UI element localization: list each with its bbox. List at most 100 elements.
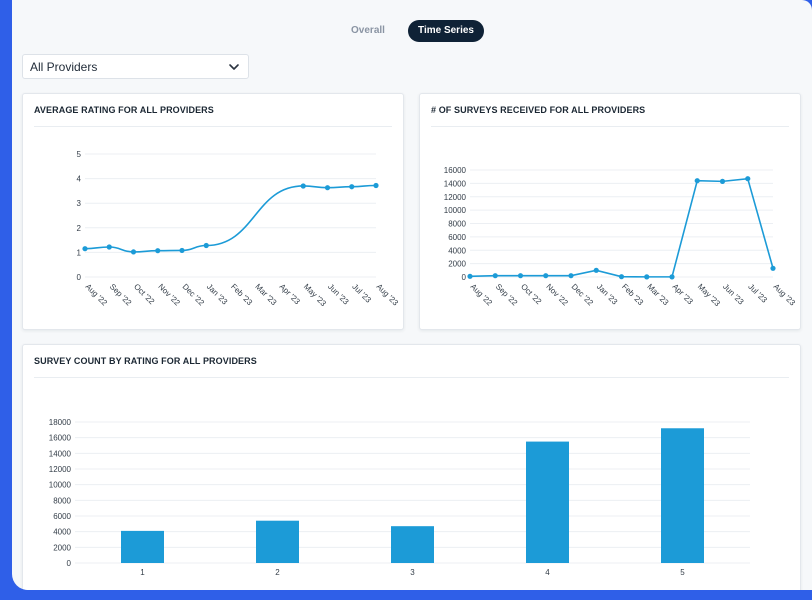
x-tick-label: Jun '23: [326, 282, 351, 307]
y-tick-label: 0: [77, 273, 82, 282]
data-point: [618, 274, 625, 280]
y-tick-label: 0: [462, 273, 467, 282]
y-tick-label: 1: [77, 248, 82, 257]
tab-overall[interactable]: Overall: [351, 25, 385, 36]
data-point: [467, 273, 473, 279]
y-tick-label: 18000: [49, 418, 72, 427]
data-point: [106, 244, 112, 250]
x-tick-label: Mar '23: [253, 282, 278, 307]
x-tick-label: Dec '22: [181, 282, 207, 308]
data-point: [593, 267, 599, 273]
chevron-down-icon: [229, 64, 239, 70]
y-tick-label: 4000: [53, 528, 71, 537]
x-tick-label: Jul '23: [746, 282, 769, 305]
y-tick-label: 0: [67, 559, 72, 568]
tab-time-series[interactable]: Time Series: [408, 20, 484, 42]
data-point: [694, 178, 700, 184]
card-title: SURVEY COUNT BY RATING FOR ALL PROVIDERS: [34, 356, 257, 366]
y-tick-label: 2000: [53, 543, 71, 552]
bar: [121, 530, 164, 563]
data-point: [155, 248, 161, 254]
provider-select-value: All Providers: [30, 60, 98, 74]
x-tick-label: Jan '23: [205, 282, 230, 307]
y-tick-label: 6000: [53, 512, 71, 521]
x-tick-label: Aug '23: [772, 282, 798, 308]
x-tick-label: Dec '22: [570, 282, 596, 308]
x-tick-label: Nov '22: [544, 282, 570, 308]
bar: [661, 428, 704, 563]
series-line: [469, 177, 774, 278]
y-tick-label: 8000: [53, 496, 71, 505]
data-point: [719, 178, 726, 184]
y-tick-label: 12000: [49, 465, 72, 474]
surveys-received-card: # OF SURVEYS RECEIVED FOR ALL PROVIDERS …: [419, 93, 801, 330]
x-tick-label: Mar '23: [645, 282, 670, 307]
x-tick-label: Apr '23: [671, 282, 696, 307]
bar: [256, 520, 299, 563]
y-tick-label: 16000: [444, 166, 467, 175]
data-point: [745, 176, 751, 182]
data-point: [82, 246, 88, 252]
x-tick-label: 2: [275, 568, 280, 577]
surveys-received-chart: 0 2000 4000 6000 8000 10000 12000 14000 16000 Aug…: [444, 166, 798, 308]
data-point: [324, 185, 331, 191]
x-tick-label: 4: [545, 568, 550, 577]
data-point: [492, 273, 498, 279]
x-tick-label: 3: [410, 568, 415, 577]
bar: [391, 526, 434, 563]
view-tabs: Overall Time Series: [12, 20, 812, 42]
y-tick-label: 14000: [444, 179, 467, 188]
x-tick-label: Oct '22: [132, 282, 156, 306]
data-point: [669, 274, 675, 280]
data-point: [373, 182, 379, 189]
y-tick-label: 10000: [444, 206, 467, 215]
y-tick-label: 4000: [448, 246, 466, 255]
y-tick-label: 2: [77, 224, 82, 233]
data-point: [543, 273, 549, 279]
card-title: AVERAGE RATING FOR ALL PROVIDERS: [34, 105, 214, 115]
y-tick-label: 5: [77, 150, 82, 159]
x-tick-label: Feb '23: [229, 282, 254, 307]
x-tick-label: Jul '23: [350, 282, 373, 305]
data-point: [770, 265, 776, 271]
x-tick-label: Aug '22: [84, 282, 110, 308]
x-tick-label: 1: [140, 568, 145, 577]
bar: [526, 441, 569, 563]
y-tick-label: 10000: [49, 481, 72, 490]
x-tick-label: Nov '22: [156, 282, 182, 308]
data-point: [179, 247, 185, 254]
x-tick-label: May '23: [302, 282, 328, 308]
y-tick-label: 2000: [448, 260, 466, 269]
y-tick-label: 12000: [444, 193, 467, 202]
y-tick-label: 14000: [49, 449, 72, 458]
count-by-rating-chart: 0 2000 4000 6000 8000 10000 12000 14000 16000 180…: [49, 418, 750, 577]
x-tick-label: Sep '22: [108, 282, 134, 308]
y-tick-label: 3: [77, 199, 82, 208]
x-tick-label: Apr '23: [278, 282, 303, 307]
avg-rating-card: AVERAGE RATING FOR ALL PROVIDERS 0 1 2 3 4 5 A…: [22, 93, 404, 330]
divider: [34, 377, 789, 378]
data-point: [203, 242, 209, 249]
data-point: [644, 274, 650, 280]
card-title: # OF SURVEYS RECEIVED FOR ALL PROVIDERS: [431, 105, 646, 115]
x-tick-label: Jun '23: [721, 282, 746, 307]
data-point: [517, 273, 524, 279]
x-tick-label: Sep '22: [494, 282, 520, 308]
divider: [431, 126, 789, 127]
data-point: [568, 273, 574, 279]
x-tick-label: Feb '23: [620, 282, 645, 307]
divider: [34, 126, 392, 127]
provider-select[interactable]: All Providers: [22, 54, 249, 79]
x-tick-label: 5: [680, 568, 685, 577]
count-by-rating-card: SURVEY COUNT BY RATING FOR ALL PROVIDERS…: [22, 344, 801, 590]
y-tick-label: 6000: [448, 233, 466, 242]
x-tick-label: May '23: [696, 282, 722, 308]
x-tick-label: Oct '22: [519, 282, 543, 306]
app-frame: Overall Time Series All Providers AVERAG…: [12, 0, 812, 590]
x-tick-label: Jan '23: [595, 282, 620, 307]
y-tick-label: 16000: [49, 434, 72, 443]
series-line: [84, 184, 377, 253]
x-tick-label: Aug '22: [469, 282, 495, 308]
x-tick-label: Aug '23: [375, 282, 401, 308]
